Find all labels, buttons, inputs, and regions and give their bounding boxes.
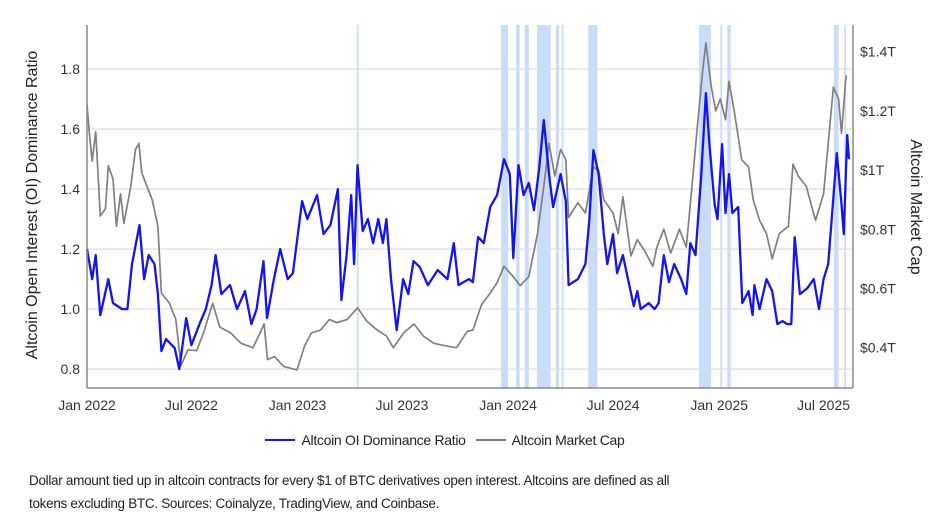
x-tick-label: Jul 2025 <box>797 397 850 413</box>
y2-tick-label: $0.8T <box>860 221 896 237</box>
legend-label-oi-ratio: Altcoin OI Dominance Ratio <box>301 432 466 448</box>
shaded-period <box>698 25 712 388</box>
legend-label-market-cap: Altcoin Market Cap <box>511 432 625 448</box>
tick-labels: 0.8 1.0 1.2 1.4 1.6 1.8 $0.4T $0.6T $0.8T $1T $1.2… <box>58 44 896 413</box>
x-tick-label: Jul 2023 <box>375 397 428 413</box>
shaded-period <box>561 25 564 388</box>
y-tick-label: 1.4 <box>61 181 81 197</box>
y2-tick-label: $0.6T <box>860 281 896 297</box>
x-tick-label: Jul 2022 <box>165 397 218 413</box>
y2-axis-title: Altcoin Market Cap <box>907 139 924 274</box>
shaded-period <box>555 25 559 388</box>
y2-tick-label: $1T <box>860 162 885 178</box>
y-axis-title: Altcoin Open Interest (OI) Dominance Rat… <box>24 51 41 360</box>
series-line-market-cap <box>86 41 847 371</box>
y-tick-label: 0.8 <box>61 361 81 377</box>
legend-swatch-market-cap <box>475 439 506 441</box>
legend-item-market-cap: Altcoin Market Cap <box>475 432 625 448</box>
x-tick-label: Jan 2022 <box>58 397 116 413</box>
caption-line-2: tokens excluding BTC. Sources: Coinalyze… <box>29 496 440 511</box>
y2-tick-label: $1.4T <box>860 44 896 60</box>
shaded-period <box>833 25 839 388</box>
shaded-period <box>501 25 509 388</box>
shaded-periods <box>356 25 847 388</box>
y-tick-label: 1.8 <box>61 61 81 77</box>
gridlines <box>87 68 853 370</box>
y2-tick-label: $1.2T <box>860 103 896 119</box>
x-tick-label: Jul 2024 <box>587 397 640 413</box>
legend: Altcoin OI Dominance Ratio Altcoin Marke… <box>0 432 890 448</box>
axes <box>86 25 854 389</box>
caption: Dollar amount tied up in altcoin contrac… <box>29 469 789 515</box>
x-tick-label: Jan 2023 <box>269 397 327 413</box>
shaded-period <box>356 25 359 388</box>
x-tick-label: Jan 2024 <box>479 397 537 413</box>
shaded-period <box>536 25 551 388</box>
caption-line-1: Dollar amount tied up in altcoin contrac… <box>29 473 670 488</box>
y-tick-label: 1.0 <box>61 301 81 317</box>
shaded-period <box>524 25 529 388</box>
x-tick-label: Jan 2025 <box>690 397 748 413</box>
shaded-period <box>588 25 598 388</box>
y-tick-label: 1.6 <box>61 121 81 137</box>
shaded-period <box>516 25 520 388</box>
series-line-oi-ratio <box>85 91 851 371</box>
shaded-period <box>727 25 731 388</box>
series-lines <box>85 41 851 371</box>
legend-item-oi-ratio: Altcoin OI Dominance Ratio <box>265 432 466 448</box>
legend-swatch-oi-ratio <box>265 439 296 441</box>
y2-tick-label: $0.4T <box>860 340 896 356</box>
y-tick-label: 1.2 <box>61 241 81 257</box>
shaded-period <box>720 25 723 388</box>
